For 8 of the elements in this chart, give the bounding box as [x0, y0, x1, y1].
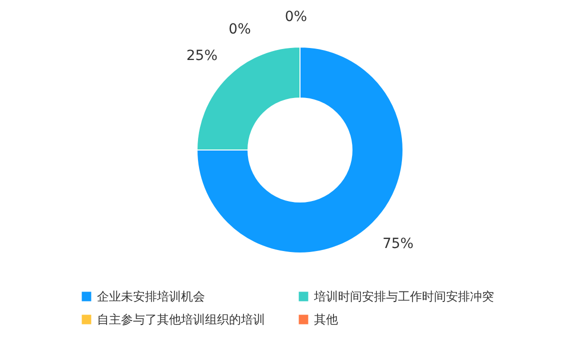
legend-label: 其他 — [314, 312, 338, 326]
legend-label: 培训时间安排与工作时间安排冲突 — [313, 290, 494, 304]
data-label: 25% — [186, 48, 218, 64]
legend-label: 企业未安排培训机会 — [97, 290, 205, 304]
text: 0% — [284, 9, 308, 25]
data-label: 75% — [382, 236, 414, 252]
text: 0% — [228, 21, 251, 38]
legend-label: 自主参与了其他培训组织的培训 — [97, 312, 265, 326]
